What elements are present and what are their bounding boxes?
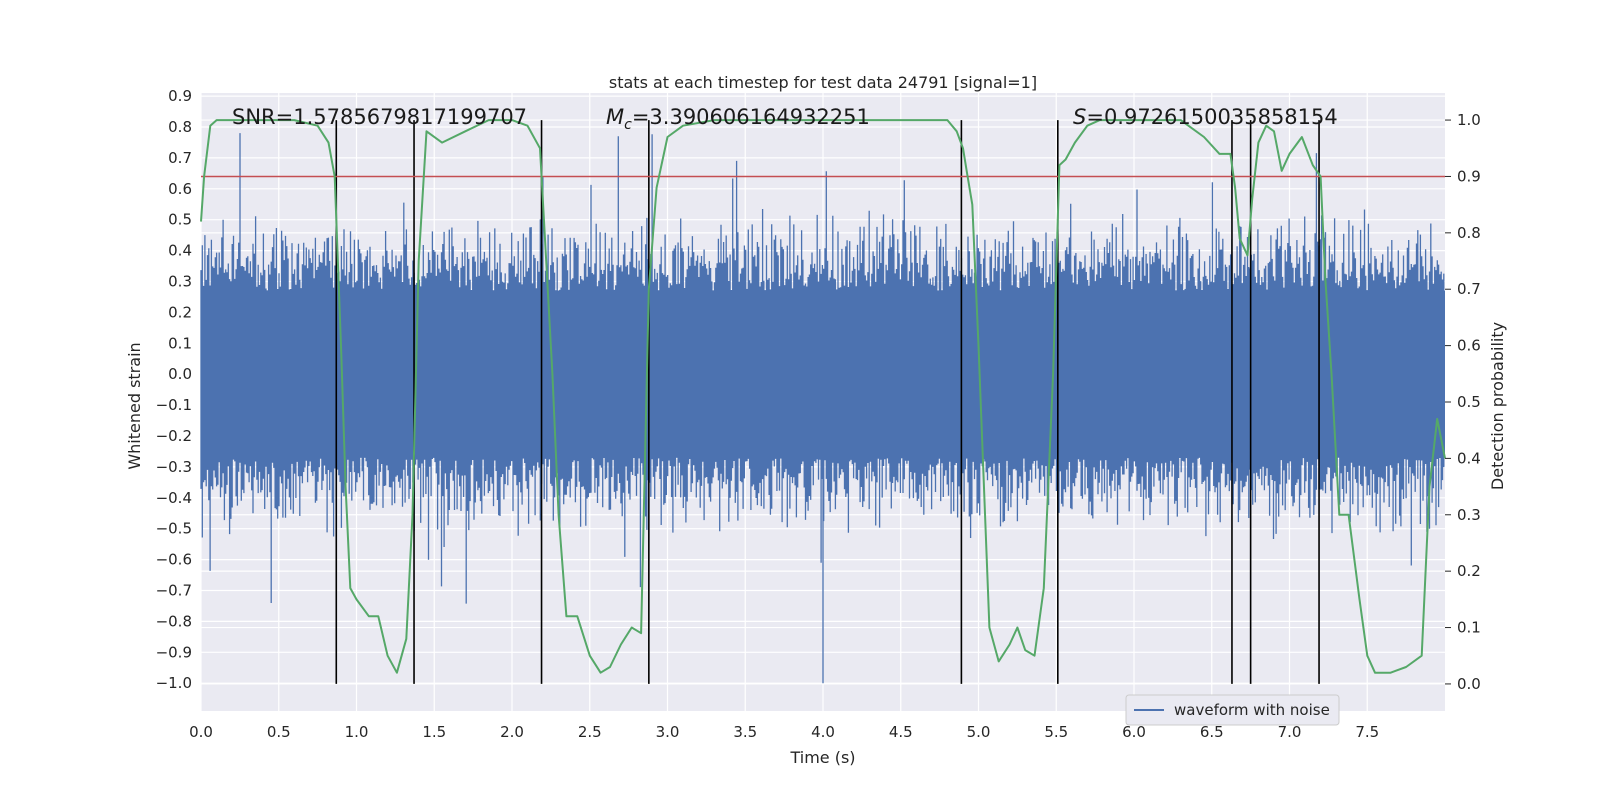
y2-tick-label: 0.0 <box>1457 675 1481 693</box>
legend-label-waveform: waveform with noise <box>1174 701 1330 719</box>
y-tick-label: 0.8 <box>168 118 192 136</box>
y-tick-label: 0.9 <box>168 87 192 105</box>
y2-tick-label: 0.7 <box>1457 280 1481 298</box>
x-tick-label: 0.0 <box>189 723 213 741</box>
chirp-mass-value: =3.390606164932251 <box>632 105 870 129</box>
y-tick-label: 0.6 <box>168 180 192 198</box>
y2-tick-label: 0.3 <box>1457 506 1481 524</box>
waveform-series <box>200 133 1445 684</box>
y-tick-label: −0.8 <box>156 612 192 630</box>
y-tick-label: −0.2 <box>156 427 192 445</box>
x-tick-label: 7.0 <box>1278 723 1302 741</box>
y-axis-label: Whitened strain <box>125 342 144 469</box>
y-tick-label: 0.1 <box>168 334 192 352</box>
probability-series <box>200 119 1446 674</box>
y-tick-label: 0.2 <box>168 303 192 321</box>
x-axis-label: Time (s) <box>789 748 855 767</box>
probability-line <box>200 119 1446 674</box>
x-tick-label: 0.5 <box>267 723 291 741</box>
s-annotation: S=0.9726150035858154 <box>1073 105 1338 129</box>
s-symbol: S <box>1073 105 1086 129</box>
chirp-mass-subscript: c <box>624 117 632 133</box>
x-axis-ticks: 0.0 0.5 1.0 1.5 2.0 2.5 3.0 3.5 4.0 4.5 5.0 5.5 6.0 6… <box>189 723 1379 741</box>
x-tick-label: 7.5 <box>1355 723 1379 741</box>
x-tick-label: 2.0 <box>500 723 524 741</box>
legend-frame <box>1125 694 1340 726</box>
y2-tick-label: 0.6 <box>1457 337 1481 355</box>
x-tick-label: 6.0 <box>1122 723 1146 741</box>
y-tick-label: −0.9 <box>156 643 192 661</box>
x-tick-label: 4.0 <box>811 723 835 741</box>
y-tick-label: 0.0 <box>168 365 192 383</box>
y2-axis-label: Detection probability <box>1488 322 1507 490</box>
y-axis-ticks: 0.9 0.8 0.7 0.6 0.5 0.4 0.3 0.2 0.1 0.0 −0.1 −0.2 −0… <box>156 87 192 692</box>
chart-title: stats at each timestep for test data 247… <box>609 73 1037 92</box>
x-tick-label: 6.5 <box>1200 723 1224 741</box>
chirp-mass-symbol: M <box>606 105 624 129</box>
y-tick-label: −1.0 <box>156 674 192 692</box>
y2-tick-label: 0.9 <box>1457 167 1481 185</box>
x-tick-label: 5.0 <box>967 723 991 741</box>
legend: waveform with noise <box>1125 694 1340 726</box>
y-tick-label: −0.1 <box>156 396 192 414</box>
y2-tick-label: 0.1 <box>1457 619 1481 637</box>
x-tick-label: 5.5 <box>1044 723 1068 741</box>
snr-annotation: SNR=1.5785679817199707 <box>232 105 527 129</box>
y2-tick-label: 0.4 <box>1457 449 1481 467</box>
y-tick-label: −0.3 <box>156 458 192 476</box>
y2-tick-label: 0.8 <box>1457 224 1481 242</box>
y2-tick-label: 0.2 <box>1457 562 1481 580</box>
x-tick-label: 1.5 <box>422 723 446 741</box>
y-tick-label: −0.7 <box>156 581 192 599</box>
chirp-mass-annotation: Mc=3.390606164932251 <box>606 105 870 133</box>
y-tick-label: −0.5 <box>156 520 192 538</box>
x-tick-label: 2.5 <box>578 723 602 741</box>
x-tick-label: 3.5 <box>733 723 757 741</box>
y-tick-label: 0.4 <box>168 242 192 260</box>
x-tick-label: 1.0 <box>345 723 369 741</box>
y2-axis-ticks: 1.0 0.9 0.8 0.7 0.6 0.5 0.4 0.3 0.2 0.1 0.0 <box>1445 111 1481 693</box>
waveform-line <box>200 133 1445 684</box>
y-tick-label: −0.4 <box>156 489 192 507</box>
x-tick-label: 4.5 <box>889 723 913 741</box>
y2-tick-label: 0.5 <box>1457 393 1481 411</box>
y-tick-label: −0.6 <box>156 551 192 569</box>
y-tick-label: 0.7 <box>168 149 192 167</box>
x-tick-label: 3.0 <box>656 723 680 741</box>
y2-tick-label: 1.0 <box>1457 111 1481 129</box>
s-value: =0.9726150035858154 <box>1086 105 1337 129</box>
y-tick-label: 0.5 <box>168 211 192 229</box>
y-tick-label: 0.3 <box>168 272 192 290</box>
